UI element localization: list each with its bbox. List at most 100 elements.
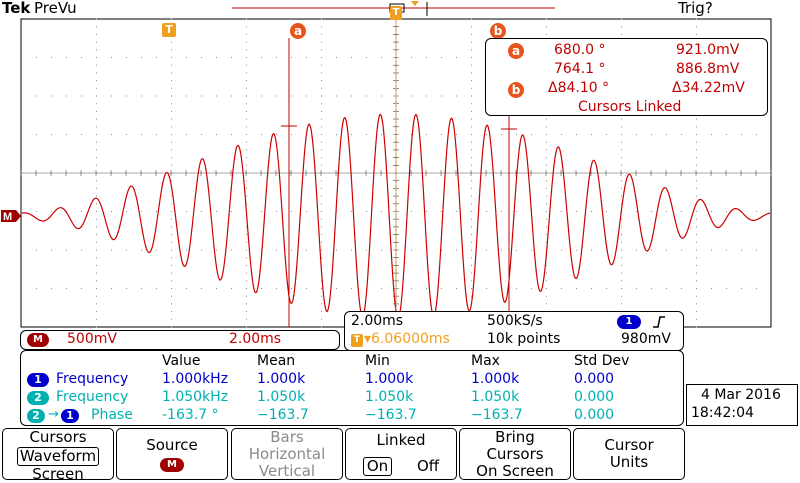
row2-min: 1.050k: [365, 389, 414, 405]
measurements-panel: Value Mean Min Max Std Dev 1 Frequency 1…: [20, 350, 684, 426]
readout-a-icon: a: [508, 43, 524, 59]
source-badge-label: M: [167, 459, 177, 470]
bring-line3: On Screen: [476, 462, 554, 480]
units-line2: Units: [609, 453, 649, 471]
record-length: 10k points: [487, 331, 561, 347]
row2-mean: 1.050k: [257, 389, 306, 405]
math-channel-bar[interactable]: M 500mV 2.00ms: [20, 330, 340, 350]
math-time-div: 2.00ms: [229, 331, 282, 347]
math-badge: M: [27, 333, 49, 347]
row3-std: 0.000: [574, 407, 615, 423]
bars-option-horizontal: Horizontal: [248, 445, 326, 463]
header-mean: Mean: [257, 353, 296, 369]
cursor-b-angle: 764.1 °: [554, 61, 606, 77]
trigger-position: ▾6.06000ms: [364, 331, 450, 347]
cursor-a-badge[interactable]: a: [290, 23, 306, 39]
cursors-type-button[interactable]: Cursors Waveform Screen: [2, 428, 114, 483]
bars-title: Bars: [270, 428, 304, 446]
cursor-units-button[interactable]: Cursor Units: [573, 428, 685, 480]
bars-button[interactable]: Bars Horizontal Vertical: [231, 428, 343, 480]
trigger-position-icon-label: T: [353, 335, 361, 345]
rising-edge-icon: [653, 316, 665, 328]
row3-name: Phase: [91, 407, 133, 423]
horizontal-scale: 2.00ms: [351, 313, 404, 329]
row3-mean: −163.7: [257, 407, 309, 423]
row2-max: 1.050k: [471, 389, 520, 405]
timebase-panel[interactable]: 2.00ms 500kS/s 1 T ▾6.06000ms 10k points…: [344, 311, 684, 351]
sample-rate: 500kS/s: [487, 313, 543, 329]
readout-b-icon-label: b: [511, 83, 521, 97]
row1-value: 1.000kHz: [162, 371, 229, 387]
date-label: 4 Mar 2016: [701, 387, 781, 403]
cursor-b-badge[interactable]: b: [490, 23, 506, 39]
cursors-type-title: Cursors: [29, 428, 87, 446]
linked-off-option[interactable]: Off: [416, 457, 440, 475]
linked-on-option[interactable]: On: [362, 457, 393, 476]
row2-value: 1.050kHz: [162, 389, 229, 405]
row1-max: 1.000k: [471, 371, 520, 387]
row1-badge-label: 1: [34, 373, 42, 386]
row2-badge-label: 2: [34, 391, 42, 404]
cursors-type-option-screen: Screen: [32, 465, 84, 483]
cursors-linked-status: Cursors Linked: [578, 99, 682, 115]
row2-std: 0.000: [574, 389, 615, 405]
bring-line2: Cursors: [486, 445, 544, 463]
trigger-level: 980mV: [621, 331, 671, 347]
header-min: Min: [365, 353, 390, 369]
top-status-bar: Tek PreVu Trig?: [0, 0, 800, 18]
trigger-status: Trig?: [678, 0, 713, 17]
cursor-a-voltage: 921.0mV: [676, 42, 740, 58]
cursor-b-badge-label: b: [493, 24, 503, 38]
row3-ref-badge: 1: [61, 409, 79, 423]
readout-a-icon-label: a: [511, 44, 521, 58]
brand-logo: Tek: [2, 0, 31, 17]
row1-std: 0.000: [574, 371, 615, 387]
header-value: Value: [162, 353, 201, 369]
row3-max: −163.7: [471, 407, 523, 423]
header-max: Max: [471, 353, 500, 369]
row1-min: 1.000k: [365, 371, 414, 387]
bring-cursors-button[interactable]: Bring Cursors On Screen: [459, 428, 571, 480]
header-std-dev: Std Dev: [574, 353, 630, 369]
row3-value: -163.7 °: [162, 407, 219, 423]
row3-badge-label: 2: [32, 409, 40, 422]
units-line1: Cursor: [604, 436, 654, 454]
source-button[interactable]: Source M: [116, 428, 228, 480]
cursors-type-selected: Waveform: [16, 447, 100, 466]
cursor-b-voltage: 886.8mV: [676, 61, 740, 77]
readout-b-icon: b: [508, 82, 524, 98]
source-math-badge: M: [160, 458, 184, 472]
cursor-a-badge-label: a: [293, 24, 303, 38]
bars-option-vertical: Vertical: [258, 462, 316, 480]
row1-channel-badge: 1: [27, 373, 49, 387]
row2-name: Frequency: [56, 389, 129, 405]
trigger-source-badge-label: 1: [625, 316, 633, 327]
row2-channel-badge: 2: [27, 391, 49, 405]
reference-marker[interactable]: M: [1, 210, 21, 223]
row1-mean: 1.000k: [257, 371, 306, 387]
linked-title: Linked: [376, 431, 426, 449]
arrow-right-icon: →: [48, 407, 59, 422]
acquisition-mode: PreVu: [34, 0, 77, 17]
time-label: 18:42:04: [691, 405, 754, 421]
datetime-display: 4 Mar 2016 18:42:04: [686, 384, 798, 426]
cursor-a-angle: 680.0 °: [554, 42, 606, 58]
source-title: Source: [146, 436, 198, 454]
row3-min: −163.7: [365, 407, 417, 423]
bring-line1: Bring: [495, 428, 535, 446]
delta-voltage: Δ34.22mV: [672, 80, 745, 96]
trigger-source-badge: 1: [617, 315, 641, 329]
trigger-top-marker-label: T: [392, 7, 400, 18]
row3-channel-badge: 2: [27, 409, 45, 423]
trigger-marker-icon: T: [162, 23, 176, 37]
trigger-marker-label: T: [165, 23, 173, 36]
trigger-top-marker-icon: T: [390, 6, 402, 20]
math-volts-div: 500mV: [67, 331, 117, 347]
svg-text:M: M: [3, 211, 12, 223]
row1-name: Frequency: [56, 371, 129, 387]
linked-button[interactable]: Linked On Off: [345, 428, 457, 480]
math-badge-label: M: [33, 334, 43, 345]
cursor-readout-panel: a 680.0 ° 921.0mV 764.1 ° 886.8mV b Δ84.…: [485, 38, 768, 116]
trigger-position-icon: T: [351, 334, 363, 347]
delta-angle: Δ84.10 °: [548, 80, 610, 96]
